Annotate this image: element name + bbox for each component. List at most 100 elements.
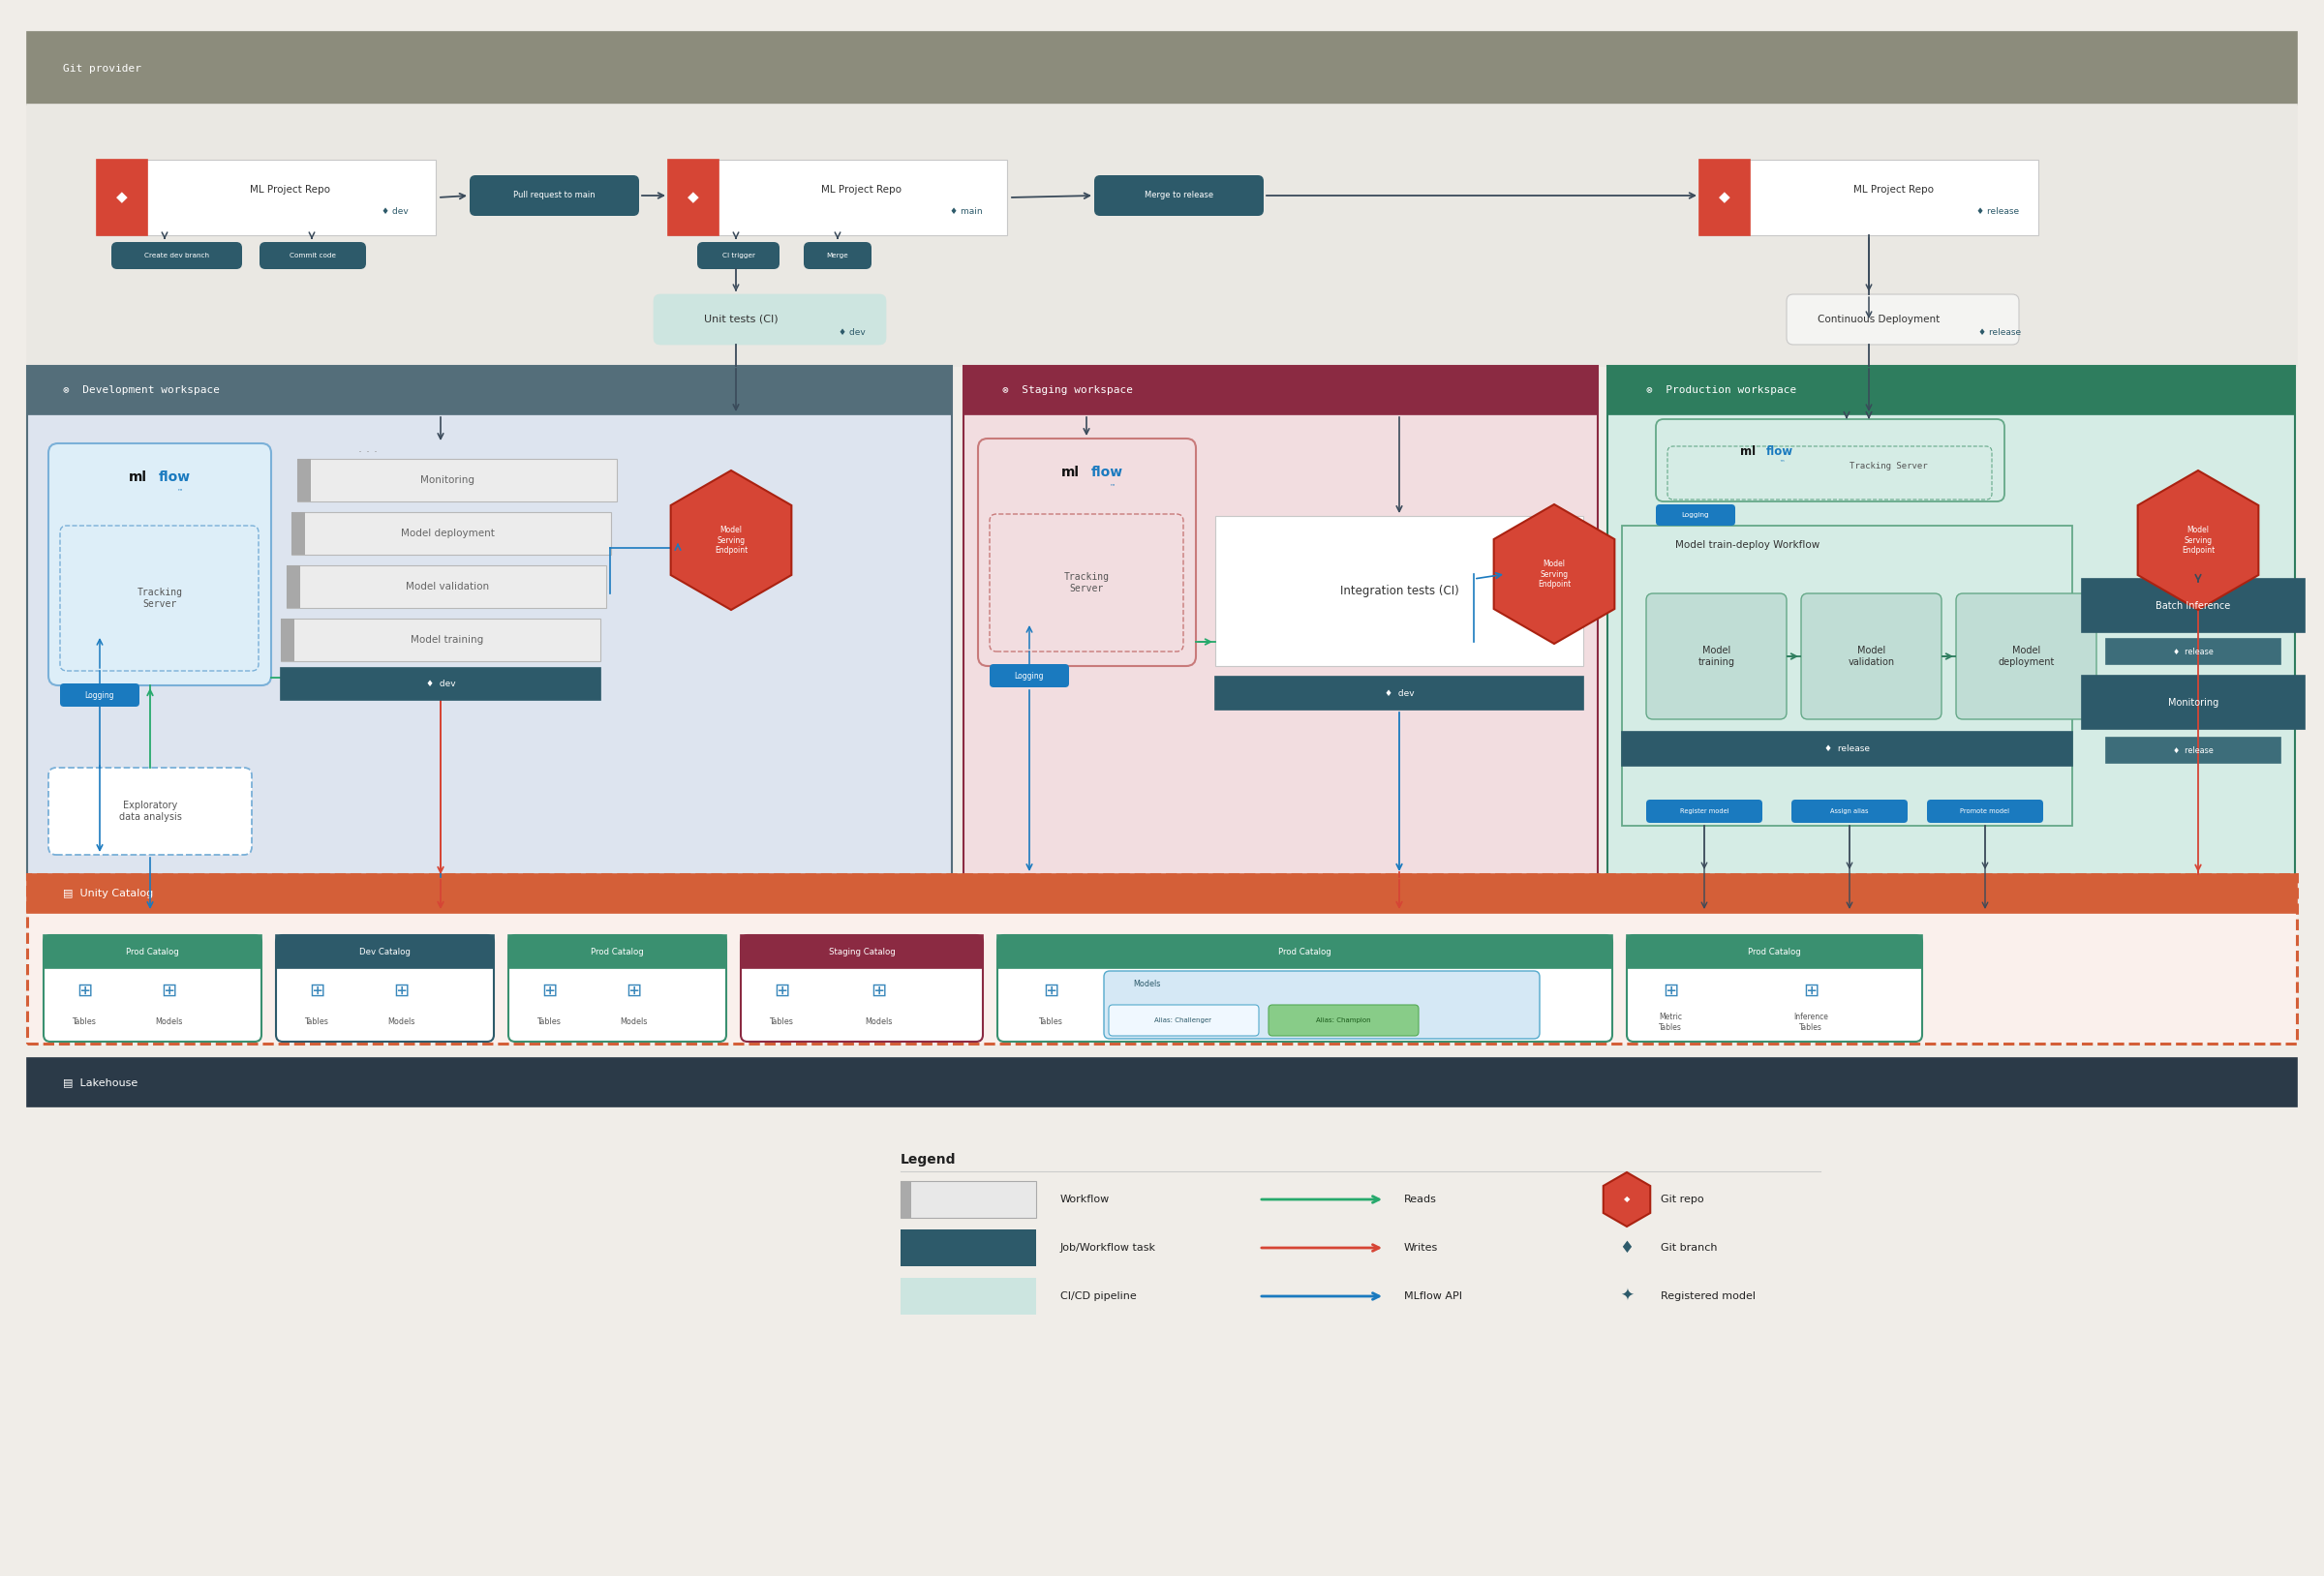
Text: ML Project Repo: ML Project Repo bbox=[823, 184, 902, 194]
FancyBboxPatch shape bbox=[44, 935, 260, 1042]
Bar bbox=[28, 875, 2296, 913]
Bar bbox=[286, 566, 300, 608]
Text: Model
training: Model training bbox=[1699, 646, 1734, 667]
Text: ⊗  Production workspace: ⊗ Production workspace bbox=[1645, 385, 1796, 396]
Text: Create dev branch: Create dev branch bbox=[144, 252, 209, 258]
Text: Tables: Tables bbox=[304, 1018, 328, 1026]
FancyBboxPatch shape bbox=[1657, 504, 1736, 526]
Text: ♦: ♦ bbox=[1620, 1239, 1634, 1256]
FancyBboxPatch shape bbox=[1645, 799, 1762, 823]
Bar bbox=[281, 619, 295, 662]
Text: Tables: Tables bbox=[769, 1018, 792, 1026]
FancyBboxPatch shape bbox=[804, 243, 872, 269]
Bar bbox=[28, 1057, 2296, 1106]
Text: Metric
Tables: Metric Tables bbox=[1659, 1013, 1683, 1032]
Text: ml: ml bbox=[1060, 465, 1078, 479]
Text: ◆: ◆ bbox=[1624, 1195, 1629, 1204]
Bar bbox=[98, 159, 146, 235]
Text: ✦: ✦ bbox=[1620, 1288, 1634, 1305]
Bar bbox=[28, 104, 2296, 366]
Text: Prod Catalog: Prod Catalog bbox=[1748, 947, 1801, 957]
Bar bbox=[1627, 935, 1922, 968]
Bar bbox=[290, 512, 611, 555]
Text: Batch Inference: Batch Inference bbox=[2157, 600, 2231, 610]
Text: ⊞: ⊞ bbox=[160, 982, 177, 999]
Polygon shape bbox=[2138, 471, 2259, 610]
Bar bbox=[98, 159, 437, 235]
FancyBboxPatch shape bbox=[978, 438, 1197, 667]
Text: ◆: ◆ bbox=[1720, 191, 1731, 205]
Text: Logging: Logging bbox=[86, 690, 114, 700]
Text: Model train-deploy Workflow: Model train-deploy Workflow bbox=[1676, 541, 1820, 550]
FancyBboxPatch shape bbox=[1104, 971, 1541, 1039]
Text: Monitoring: Monitoring bbox=[421, 476, 474, 485]
Bar bbox=[290, 512, 304, 555]
Bar bbox=[1622, 731, 2073, 766]
Text: MLflow API: MLflow API bbox=[1404, 1291, 1462, 1302]
Text: Assign alias: Assign alias bbox=[1831, 808, 1868, 815]
Text: Model
Serving
Endpoint: Model Serving Endpoint bbox=[1538, 559, 1571, 588]
Text: Tracking
Server: Tracking Server bbox=[137, 588, 184, 608]
Text: Models: Models bbox=[865, 1018, 892, 1026]
Text: Model
Serving
Endpoint: Model Serving Endpoint bbox=[713, 526, 748, 555]
Bar bbox=[902, 1180, 1037, 1218]
Text: Dev Catalog: Dev Catalog bbox=[360, 947, 411, 957]
Bar bbox=[28, 32, 2296, 104]
FancyBboxPatch shape bbox=[1095, 175, 1264, 216]
Text: Pull request to main: Pull request to main bbox=[514, 191, 595, 200]
FancyBboxPatch shape bbox=[1801, 594, 1941, 719]
Text: flow: flow bbox=[1090, 465, 1122, 479]
Bar bbox=[28, 366, 953, 414]
Text: Logging: Logging bbox=[1016, 671, 1043, 681]
Text: Model
Serving
Endpoint: Model Serving Endpoint bbox=[2182, 526, 2215, 555]
Bar bbox=[902, 1278, 1037, 1314]
Text: ♦  release: ♦ release bbox=[2173, 745, 2212, 755]
Text: Prod Catalog: Prod Catalog bbox=[590, 947, 644, 957]
Bar bbox=[1215, 515, 1583, 667]
Text: Reads: Reads bbox=[1404, 1195, 1436, 1204]
Text: Tables: Tables bbox=[537, 1018, 560, 1026]
Text: ⊗  Development workspace: ⊗ Development workspace bbox=[63, 385, 221, 396]
FancyBboxPatch shape bbox=[49, 443, 272, 686]
FancyBboxPatch shape bbox=[1109, 1005, 1260, 1035]
Text: . . .: . . . bbox=[358, 441, 376, 454]
Text: ⊞: ⊞ bbox=[1043, 982, 1057, 999]
Bar bbox=[1608, 366, 2296, 879]
Bar bbox=[281, 619, 600, 662]
Text: Tracking Server: Tracking Server bbox=[1850, 462, 1927, 470]
Text: ▤  Lakehouse: ▤ Lakehouse bbox=[63, 1078, 137, 1087]
Text: ♦  dev: ♦ dev bbox=[425, 679, 456, 689]
Text: Git provider: Git provider bbox=[63, 63, 142, 72]
Text: ⊞: ⊞ bbox=[625, 982, 641, 999]
Text: Merge: Merge bbox=[827, 252, 848, 258]
Text: CI/CD pipeline: CI/CD pipeline bbox=[1060, 1291, 1136, 1302]
Text: Continuous Deployment: Continuous Deployment bbox=[1817, 314, 1941, 323]
Text: Exploratory
data analysis: Exploratory data analysis bbox=[119, 801, 181, 821]
Text: ML Project Repo: ML Project Repo bbox=[251, 184, 330, 194]
Bar bbox=[28, 366, 953, 879]
Text: ™: ™ bbox=[1780, 460, 1785, 465]
Polygon shape bbox=[1494, 504, 1615, 643]
Bar bbox=[1622, 526, 2073, 826]
Text: Merge to release: Merge to release bbox=[1143, 191, 1213, 200]
Bar bbox=[669, 159, 718, 235]
Text: Model training: Model training bbox=[411, 635, 483, 645]
Text: Tracking
Server: Tracking Server bbox=[1064, 572, 1109, 593]
Text: Models: Models bbox=[156, 1018, 184, 1026]
Bar bbox=[286, 566, 607, 608]
FancyBboxPatch shape bbox=[653, 295, 885, 345]
Text: Job/Workflow task: Job/Workflow task bbox=[1060, 1243, 1157, 1253]
Bar bbox=[281, 668, 600, 700]
FancyBboxPatch shape bbox=[1957, 594, 2096, 719]
FancyBboxPatch shape bbox=[60, 684, 139, 706]
Bar bbox=[1215, 676, 1583, 709]
Text: ♦  release: ♦ release bbox=[1824, 744, 1868, 753]
Polygon shape bbox=[1604, 1173, 1650, 1226]
Bar bbox=[669, 159, 1006, 235]
FancyBboxPatch shape bbox=[1792, 799, 1908, 823]
FancyBboxPatch shape bbox=[1927, 799, 2043, 823]
Text: Logging: Logging bbox=[1683, 512, 1710, 519]
Bar bbox=[1699, 159, 2038, 235]
Bar bbox=[44, 935, 260, 968]
FancyBboxPatch shape bbox=[509, 935, 725, 1042]
